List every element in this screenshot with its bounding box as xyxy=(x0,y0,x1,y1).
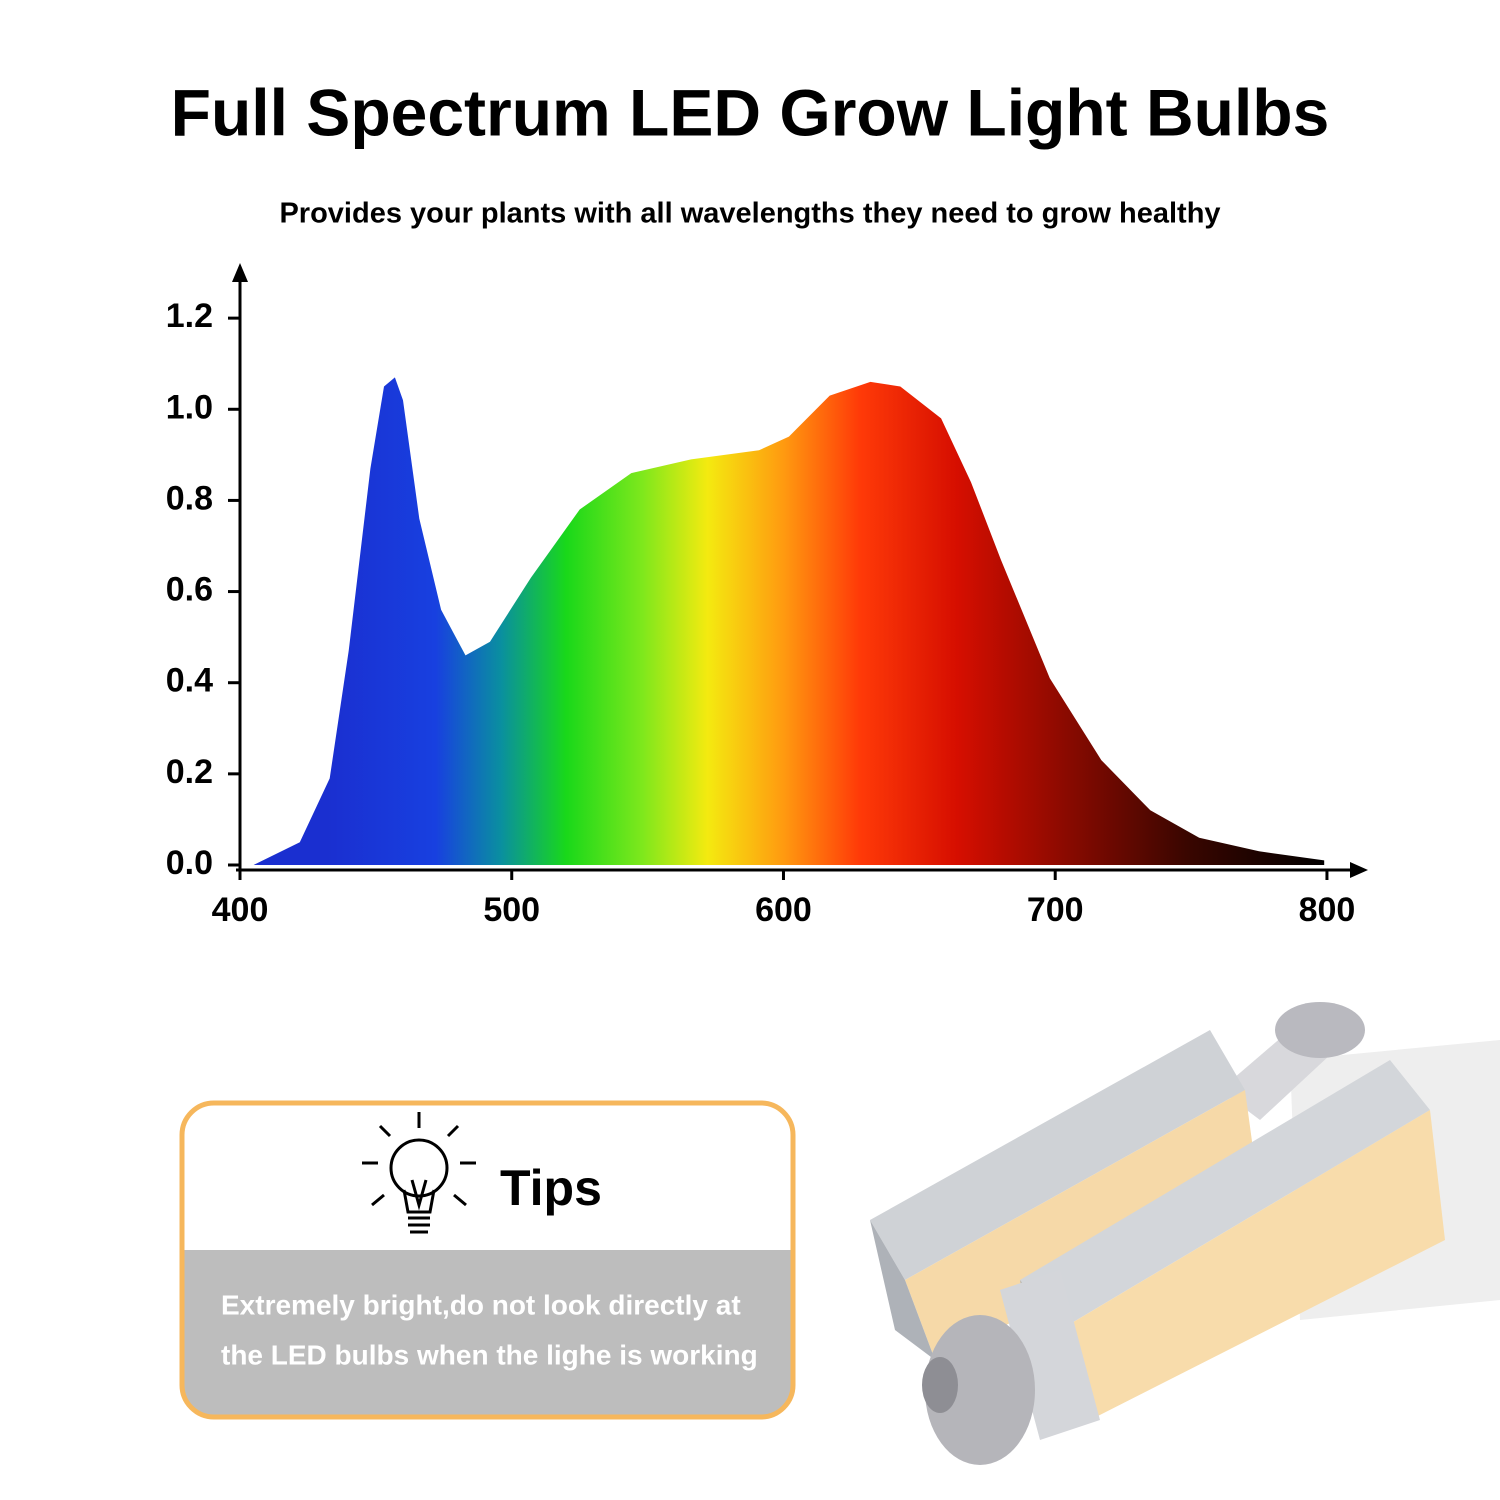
bulb-icon xyxy=(362,1112,476,1234)
title: Full Spectrum LED Grow Light Bulbs xyxy=(171,75,1330,149)
y-tick-label: 1.2 xyxy=(166,297,213,335)
tips-heading: Tips xyxy=(500,1160,602,1216)
x-tick-label: 600 xyxy=(755,891,812,929)
x-tick-label: 800 xyxy=(1299,891,1356,929)
y-tick-label: 0.8 xyxy=(166,479,213,517)
tips-line: Extremely bright,do not look directly at xyxy=(221,1289,741,1320)
x-arrow xyxy=(1350,862,1368,878)
x-tick-label: 500 xyxy=(483,891,540,929)
y-arrow xyxy=(232,263,248,282)
y-tick-label: 0.4 xyxy=(166,662,213,700)
tips-box: Tips Extremely bright,do not look direct… xyxy=(179,1100,796,1420)
spectrum-area xyxy=(253,377,1325,865)
x-tick-label: 700 xyxy=(1027,891,1084,929)
y-tick-label: 0.6 xyxy=(166,571,213,609)
y-tick-label: 0.0 xyxy=(166,844,213,882)
plot xyxy=(253,377,1325,865)
tips-border xyxy=(179,1100,796,1420)
y-tick-label: 0.2 xyxy=(166,753,213,791)
y-tick-label: 1.0 xyxy=(166,388,213,426)
x-tick-label: 400 xyxy=(212,891,269,929)
tips-body xyxy=(182,1250,793,1417)
tips-line: the LED bulbs when the lighe is working xyxy=(221,1339,758,1370)
bulbs-photo xyxy=(870,1002,1500,1465)
subtitle: Provides your plants with all wavelength… xyxy=(279,198,1220,230)
